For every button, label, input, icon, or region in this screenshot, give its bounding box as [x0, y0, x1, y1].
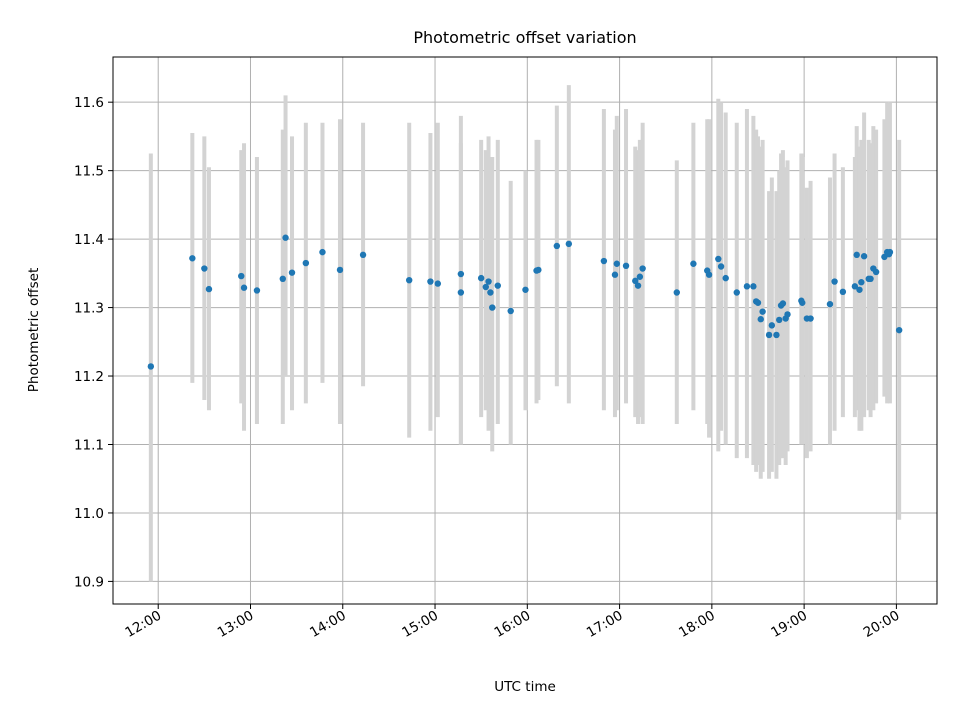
data-point [189, 255, 196, 262]
data-point [722, 274, 729, 282]
x-axis: 12:00 13:00 14:00 15:00 16:00 17:00 18:00 19:00… [123, 604, 903, 641]
data-point [673, 289, 680, 296]
data-point [205, 285, 213, 293]
data-point [487, 289, 494, 296]
x-tick-label: 12:00 [123, 608, 165, 641]
data-point [477, 274, 485, 282]
data-point [613, 260, 621, 267]
data-point [457, 289, 465, 296]
data-point [434, 280, 442, 287]
data-point [634, 282, 642, 289]
data-point [773, 331, 780, 339]
data-point [867, 275, 874, 283]
data-point [779, 300, 787, 307]
data-point [872, 268, 880, 276]
data-point [201, 265, 208, 272]
x-tick-label: 15:00 [399, 608, 441, 641]
data-point [253, 287, 261, 294]
data-point [639, 265, 646, 272]
data-point [765, 331, 773, 339]
data-point [611, 271, 619, 278]
data-point [750, 283, 757, 290]
data-point [279, 275, 286, 283]
data-point [485, 278, 492, 285]
data-point [690, 260, 697, 267]
data-point [405, 276, 413, 284]
y-tick-label: 10.9 [74, 574, 104, 590]
data-point [858, 279, 865, 286]
chart-title: Photometric offset variation [413, 28, 636, 47]
x-tick-label: 13:00 [215, 608, 257, 641]
data-point [522, 286, 529, 293]
y-axis: 10.9 11.0 11.1 11.2 11.3 11.4 11.5 11.6 [74, 95, 113, 590]
error-bars [148, 85, 902, 582]
data-point [147, 363, 155, 370]
data-point [302, 259, 310, 267]
data-point [807, 315, 814, 322]
data-point [776, 316, 783, 324]
data-point [535, 266, 542, 274]
data-point [715, 255, 722, 263]
data-point [759, 308, 766, 315]
x-tick-label: 14:00 [307, 608, 349, 641]
data-point [839, 288, 847, 296]
data-point [288, 269, 296, 276]
data-point [240, 284, 248, 291]
data-point [743, 283, 751, 290]
y-tick-label: 11.3 [74, 301, 104, 317]
data-point [553, 242, 561, 250]
data-point [757, 316, 764, 323]
data-point [831, 278, 838, 285]
x-tick-label: 18:00 [676, 608, 718, 641]
data-point [632, 277, 639, 285]
data-point [282, 234, 289, 241]
data-points [147, 234, 903, 370]
data-point [784, 311, 791, 318]
data-point [856, 286, 863, 293]
y-tick-label: 11.1 [74, 437, 104, 453]
data-point [705, 271, 713, 278]
data-point [359, 251, 367, 259]
data-point [895, 326, 903, 334]
data-point [565, 240, 573, 248]
y-axis-label: Photometric offset [26, 268, 42, 392]
data-point [851, 283, 859, 290]
data-point [427, 278, 434, 285]
data-point [768, 322, 776, 329]
data-point [636, 273, 644, 280]
data-point [507, 307, 514, 315]
data-point [319, 248, 326, 256]
data-point [457, 270, 465, 278]
data-point [886, 248, 894, 256]
data-point [799, 299, 806, 306]
y-tick-label: 11.2 [74, 369, 104, 385]
data-point [494, 282, 501, 289]
y-tick-label: 11.5 [74, 164, 104, 180]
data-point [733, 289, 740, 296]
data-point [489, 304, 496, 311]
data-point [881, 253, 888, 261]
y-tick-label: 11.4 [74, 232, 104, 248]
data-point [717, 263, 725, 270]
data-point [622, 262, 630, 270]
data-point [600, 257, 608, 265]
data-point [754, 299, 762, 306]
data-point [336, 266, 344, 274]
data-point [826, 300, 834, 308]
y-tick-label: 11.0 [74, 506, 104, 522]
x-tick-label: 16:00 [492, 608, 534, 641]
x-tick-label: 17:00 [584, 608, 626, 641]
x-tick-label: 20:00 [861, 608, 903, 641]
data-point [482, 283, 489, 291]
plot-frame [112, 56, 938, 605]
x-axis-label: UTC time [494, 679, 556, 695]
y-tick-label: 11.6 [74, 95, 104, 111]
data-point [238, 272, 245, 280]
x-tick-label: 19:00 [768, 608, 810, 641]
data-point [853, 251, 860, 259]
data-point [860, 253, 868, 260]
